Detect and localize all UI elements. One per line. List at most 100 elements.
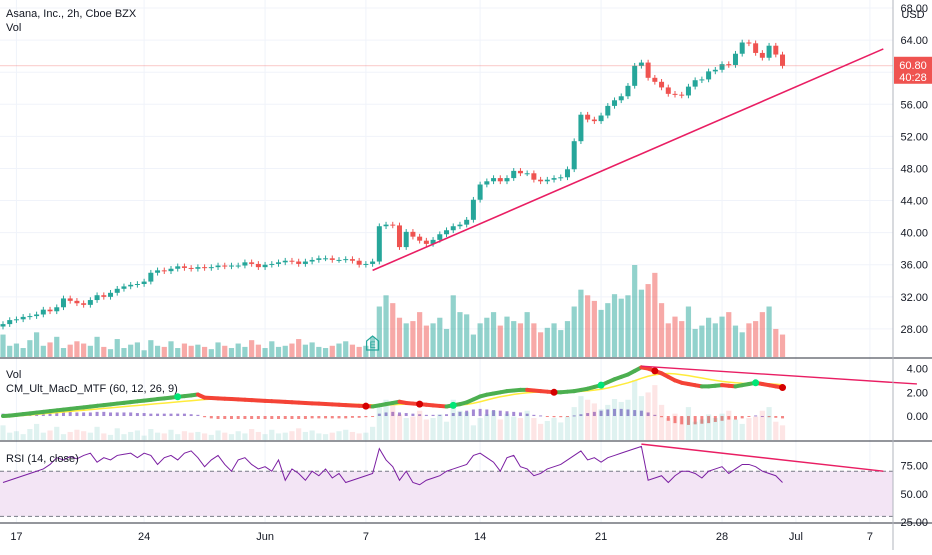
candle-body[interactable] — [357, 261, 362, 265]
candle-body[interactable] — [505, 178, 510, 181]
candle-body[interactable] — [726, 64, 731, 65]
candle-body[interactable] — [68, 298, 73, 300]
candle-body[interactable] — [95, 295, 100, 300]
candle-body[interactable] — [14, 319, 19, 320]
candle-body[interactable] — [531, 173, 536, 179]
candle-body[interactable] — [639, 63, 644, 66]
candle-body[interactable] — [666, 87, 671, 93]
candle-body[interactable] — [209, 267, 214, 268]
candle-body[interactable] — [175, 266, 180, 268]
candle-body[interactable] — [202, 267, 207, 268]
candle-body[interactable] — [74, 301, 79, 303]
candle-body[interactable] — [81, 303, 86, 305]
candle-body[interactable] — [229, 266, 234, 267]
candle-body[interactable] — [659, 82, 664, 88]
candle-body[interactable] — [451, 226, 456, 230]
candle-body[interactable] — [41, 310, 46, 315]
macd-cross-marker[interactable] — [598, 382, 605, 389]
candle-body[interactable] — [464, 220, 469, 225]
candle-body[interactable] — [740, 43, 745, 54]
candle-body[interactable] — [545, 180, 550, 182]
candle-body[interactable] — [410, 232, 415, 237]
candle-body[interactable] — [625, 86, 630, 96]
candle-body[interactable] — [249, 262, 254, 264]
candle-body[interactable] — [48, 310, 53, 312]
candle-body[interactable] — [148, 273, 153, 282]
candle-body[interactable] — [498, 178, 503, 181]
candle-body[interactable] — [599, 116, 604, 122]
candle-body[interactable] — [471, 200, 476, 220]
candle-body[interactable] — [377, 226, 382, 261]
candle-body[interactable] — [720, 64, 725, 70]
candle-body[interactable] — [518, 171, 523, 173]
candle-body[interactable] — [686, 87, 691, 96]
candle-body[interactable] — [585, 115, 590, 120]
candle-body[interactable] — [108, 293, 113, 297]
candle-body[interactable] — [673, 94, 678, 95]
candle-body[interactable] — [216, 266, 221, 268]
candle-body[interactable] — [21, 317, 26, 319]
candle-body[interactable] — [162, 270, 167, 271]
candle-body[interactable] — [713, 70, 718, 72]
candle-body[interactable] — [350, 259, 355, 261]
macd-cross-marker[interactable] — [779, 384, 786, 391]
candle-body[interactable] — [444, 230, 449, 234]
candle-body[interactable] — [478, 185, 483, 200]
macd-cross-marker[interactable] — [450, 402, 457, 409]
candle-body[interactable] — [155, 270, 160, 272]
candle-body[interactable] — [390, 225, 395, 226]
candle-body[interactable] — [182, 266, 187, 268]
candle-body[interactable] — [316, 258, 321, 260]
candle-body[interactable] — [384, 225, 389, 227]
candle-body[interactable] — [337, 260, 342, 261]
macd-cross-marker[interactable] — [651, 367, 658, 374]
candle-body[interactable] — [558, 177, 563, 178]
candle-body[interactable] — [619, 96, 624, 100]
candle-body[interactable] — [296, 262, 301, 264]
candle-body[interactable] — [605, 106, 610, 116]
candle-body[interactable] — [263, 265, 268, 267]
candle-body[interactable] — [269, 264, 274, 265]
candle-body[interactable] — [135, 284, 140, 285]
candle-body[interactable] — [592, 120, 597, 122]
candle-body[interactable] — [370, 262, 375, 264]
candle-body[interactable] — [424, 241, 429, 244]
candle-body[interactable] — [612, 100, 617, 106]
candle-body[interactable] — [679, 95, 684, 96]
candle-body[interactable] — [1, 324, 6, 326]
candle-body[interactable] — [128, 285, 133, 287]
candle-body[interactable] — [491, 178, 496, 181]
candle-body[interactable] — [189, 268, 194, 269]
macd-cross-marker[interactable] — [752, 379, 759, 386]
candle-body[interactable] — [706, 71, 711, 79]
candle-body[interactable] — [343, 259, 348, 260]
candle-body[interactable] — [276, 262, 281, 264]
candle-body[interactable] — [222, 266, 227, 267]
candle-body[interactable] — [242, 262, 247, 265]
candle-body[interactable] — [699, 79, 704, 80]
candle-body[interactable] — [746, 43, 751, 44]
candle-body[interactable] — [283, 261, 288, 263]
candle-body[interactable] — [54, 307, 59, 311]
candle-body[interactable] — [417, 237, 422, 241]
candle-body[interactable] — [646, 63, 651, 78]
candle-body[interactable] — [578, 115, 583, 141]
candle-body[interactable] — [572, 141, 577, 169]
candle-body[interactable] — [115, 289, 120, 293]
candle-body[interactable] — [169, 269, 174, 271]
candle-body[interactable] — [303, 262, 308, 264]
candle-body[interactable] — [511, 171, 516, 178]
candle-body[interactable] — [753, 43, 758, 53]
candle-body[interactable] — [256, 264, 261, 267]
candle-body[interactable] — [565, 169, 570, 177]
candle-body[interactable] — [61, 298, 66, 307]
candle-body[interactable] — [780, 55, 785, 66]
candle-body[interactable] — [7, 320, 12, 324]
candle-body[interactable] — [437, 234, 442, 240]
candle-body[interactable] — [323, 258, 328, 259]
candle-body[interactable] — [760, 53, 765, 58]
candle-body[interactable] — [121, 286, 126, 288]
candle-body[interactable] — [88, 300, 93, 305]
candle-body[interactable] — [538, 180, 543, 182]
